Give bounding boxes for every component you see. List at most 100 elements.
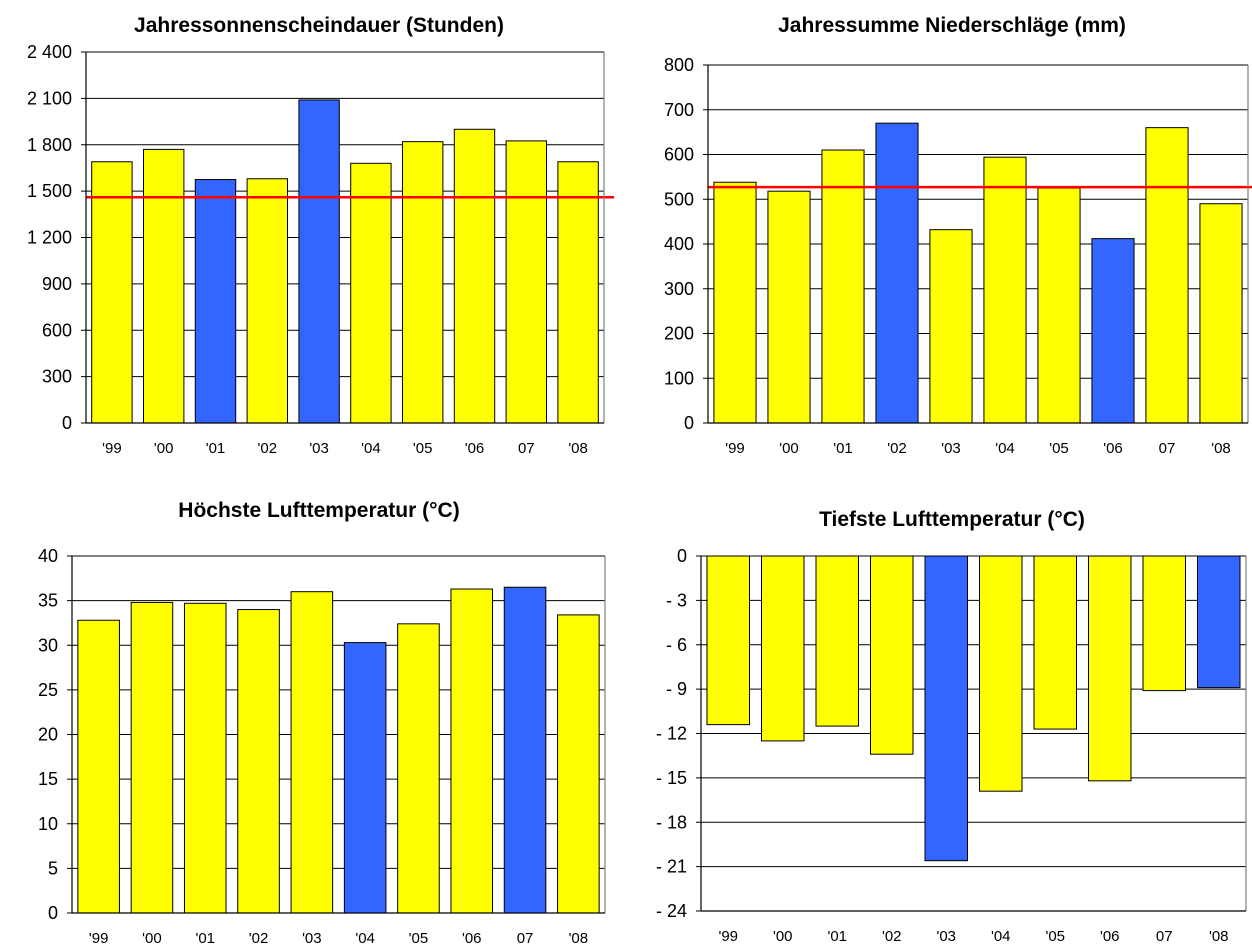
bar [505, 140, 548, 424]
bar [450, 588, 494, 914]
x-tick-label: '01 [833, 440, 853, 457]
x-tick-label: '04 [355, 930, 375, 947]
bar [875, 122, 919, 424]
bar [237, 609, 280, 914]
bar [183, 602, 227, 914]
x-tick-label: '03 [941, 440, 961, 457]
y-tick-label: 600 [664, 145, 694, 165]
bar [343, 642, 387, 914]
x-tick-label: '02 [887, 440, 907, 457]
x-tick-label: '06 [1103, 440, 1123, 457]
y-tick-label: 300 [664, 279, 694, 299]
x-tick-label: '05 [1049, 440, 1069, 457]
y-tick-label: 25 [38, 680, 58, 700]
x-tick-label: '06 [1100, 928, 1120, 945]
x-tick-label: '00 [142, 930, 162, 947]
bar [130, 601, 174, 914]
bar [401, 141, 444, 424]
y-tick-label: 0 [684, 413, 694, 433]
bar [869, 555, 914, 755]
bar [924, 555, 969, 862]
y-tick-label: 800 [664, 55, 694, 75]
y-tick-label: - 24 [656, 901, 687, 921]
bar [1196, 555, 1241, 689]
bar [706, 555, 751, 726]
y-tick-label: - 18 [656, 812, 687, 832]
y-tick-label: 100 [664, 368, 694, 388]
bar [1199, 203, 1243, 424]
bar [1091, 238, 1135, 424]
y-tick-label: 0 [677, 546, 687, 566]
bar [246, 178, 289, 424]
x-tick-label: '01 [195, 930, 215, 947]
y-tick-label: 200 [664, 324, 694, 344]
bar [397, 623, 440, 914]
y-tick-label: - 9 [666, 679, 687, 699]
x-tick-label: '02 [882, 928, 902, 945]
x-tick-label: '99 [89, 930, 109, 947]
x-tick-label: '03 [309, 440, 329, 457]
bar [557, 161, 599, 424]
x-tick-label: '01 [827, 928, 847, 945]
chart-precipitation: Jahressumme Niederschläge (mm) 0 100 200 30… [664, 14, 1252, 457]
chart-title: Jahressonnenscheindauer (Stunden) [134, 14, 504, 37]
bar [1087, 555, 1132, 782]
bar [142, 148, 185, 424]
x-tick-label: '06 [462, 930, 482, 947]
y-tick-label: 1 800 [27, 135, 72, 155]
chart-title: Höchste Lufttemperatur (°C) [178, 499, 459, 522]
bar [453, 128, 496, 424]
y-tick-label: 900 [42, 274, 72, 294]
x-tick-label: '06 [465, 440, 485, 457]
bar [713, 181, 757, 424]
y-tick-label: 35 [38, 591, 58, 611]
x-tick-label: '99 [102, 440, 122, 457]
y-tick-label: 15 [38, 769, 58, 789]
bar [821, 149, 865, 424]
bar [194, 179, 237, 424]
bar [983, 156, 1027, 424]
bar [767, 190, 811, 424]
bar [503, 586, 547, 914]
bar [815, 555, 860, 727]
bar [1037, 187, 1081, 424]
bar [929, 229, 973, 424]
y-tick-label: 5 [48, 858, 58, 878]
chart-title: Jahressumme Niederschläge (mm) [778, 14, 1126, 37]
x-tick-label: '03 [302, 930, 322, 947]
y-tick-label: - 21 [656, 857, 687, 877]
x-tick-label: '08 [568, 440, 588, 457]
chart-min-temperature: Tiefste Lufttemperatur (°C) 0 - 3 - 6 - 9 - … [656, 508, 1247, 945]
chart-sunshine: Jahressonnenscheindauer (Stunden) 0 300 60… [27, 14, 614, 457]
bar [1142, 555, 1187, 692]
x-tick-label: '00 [154, 440, 174, 457]
chart-title: Tiefste Lufttemperatur (°C) [819, 508, 1085, 531]
bar [760, 555, 805, 742]
y-tick-label: 20 [38, 725, 58, 745]
x-tick-label: '01 [206, 440, 226, 457]
y-tick-label: 600 [42, 320, 72, 340]
y-tick-label: 400 [664, 234, 694, 254]
bar [978, 555, 1023, 792]
y-tick-label: 700 [664, 100, 694, 120]
y-tick-label: - 12 [656, 724, 687, 744]
x-tick-label: '00 [773, 928, 793, 945]
y-tick-label: 0 [48, 903, 58, 923]
y-tick-label: - 3 [666, 590, 687, 610]
y-tick-label: 2 400 [27, 42, 72, 62]
x-tick-label: '08 [1211, 440, 1231, 457]
y-tick-label: - 6 [666, 635, 687, 655]
x-tick-label: '05 [1045, 928, 1065, 945]
x-tick-label: '08 [1209, 928, 1229, 945]
x-tick-label: '99 [718, 928, 738, 945]
bar [557, 614, 600, 914]
x-tick-label: '05 [409, 930, 429, 947]
x-tick-label: '08 [569, 930, 589, 947]
bar [290, 591, 334, 914]
bar [91, 161, 133, 424]
y-tick-label: 1 200 [27, 228, 72, 248]
y-tick-label: 500 [664, 189, 694, 209]
chart-max-temperature: Höchste Lufttemperatur (°C) 0 5 10 15 20 25 30… [38, 499, 606, 947]
bar [298, 99, 340, 424]
